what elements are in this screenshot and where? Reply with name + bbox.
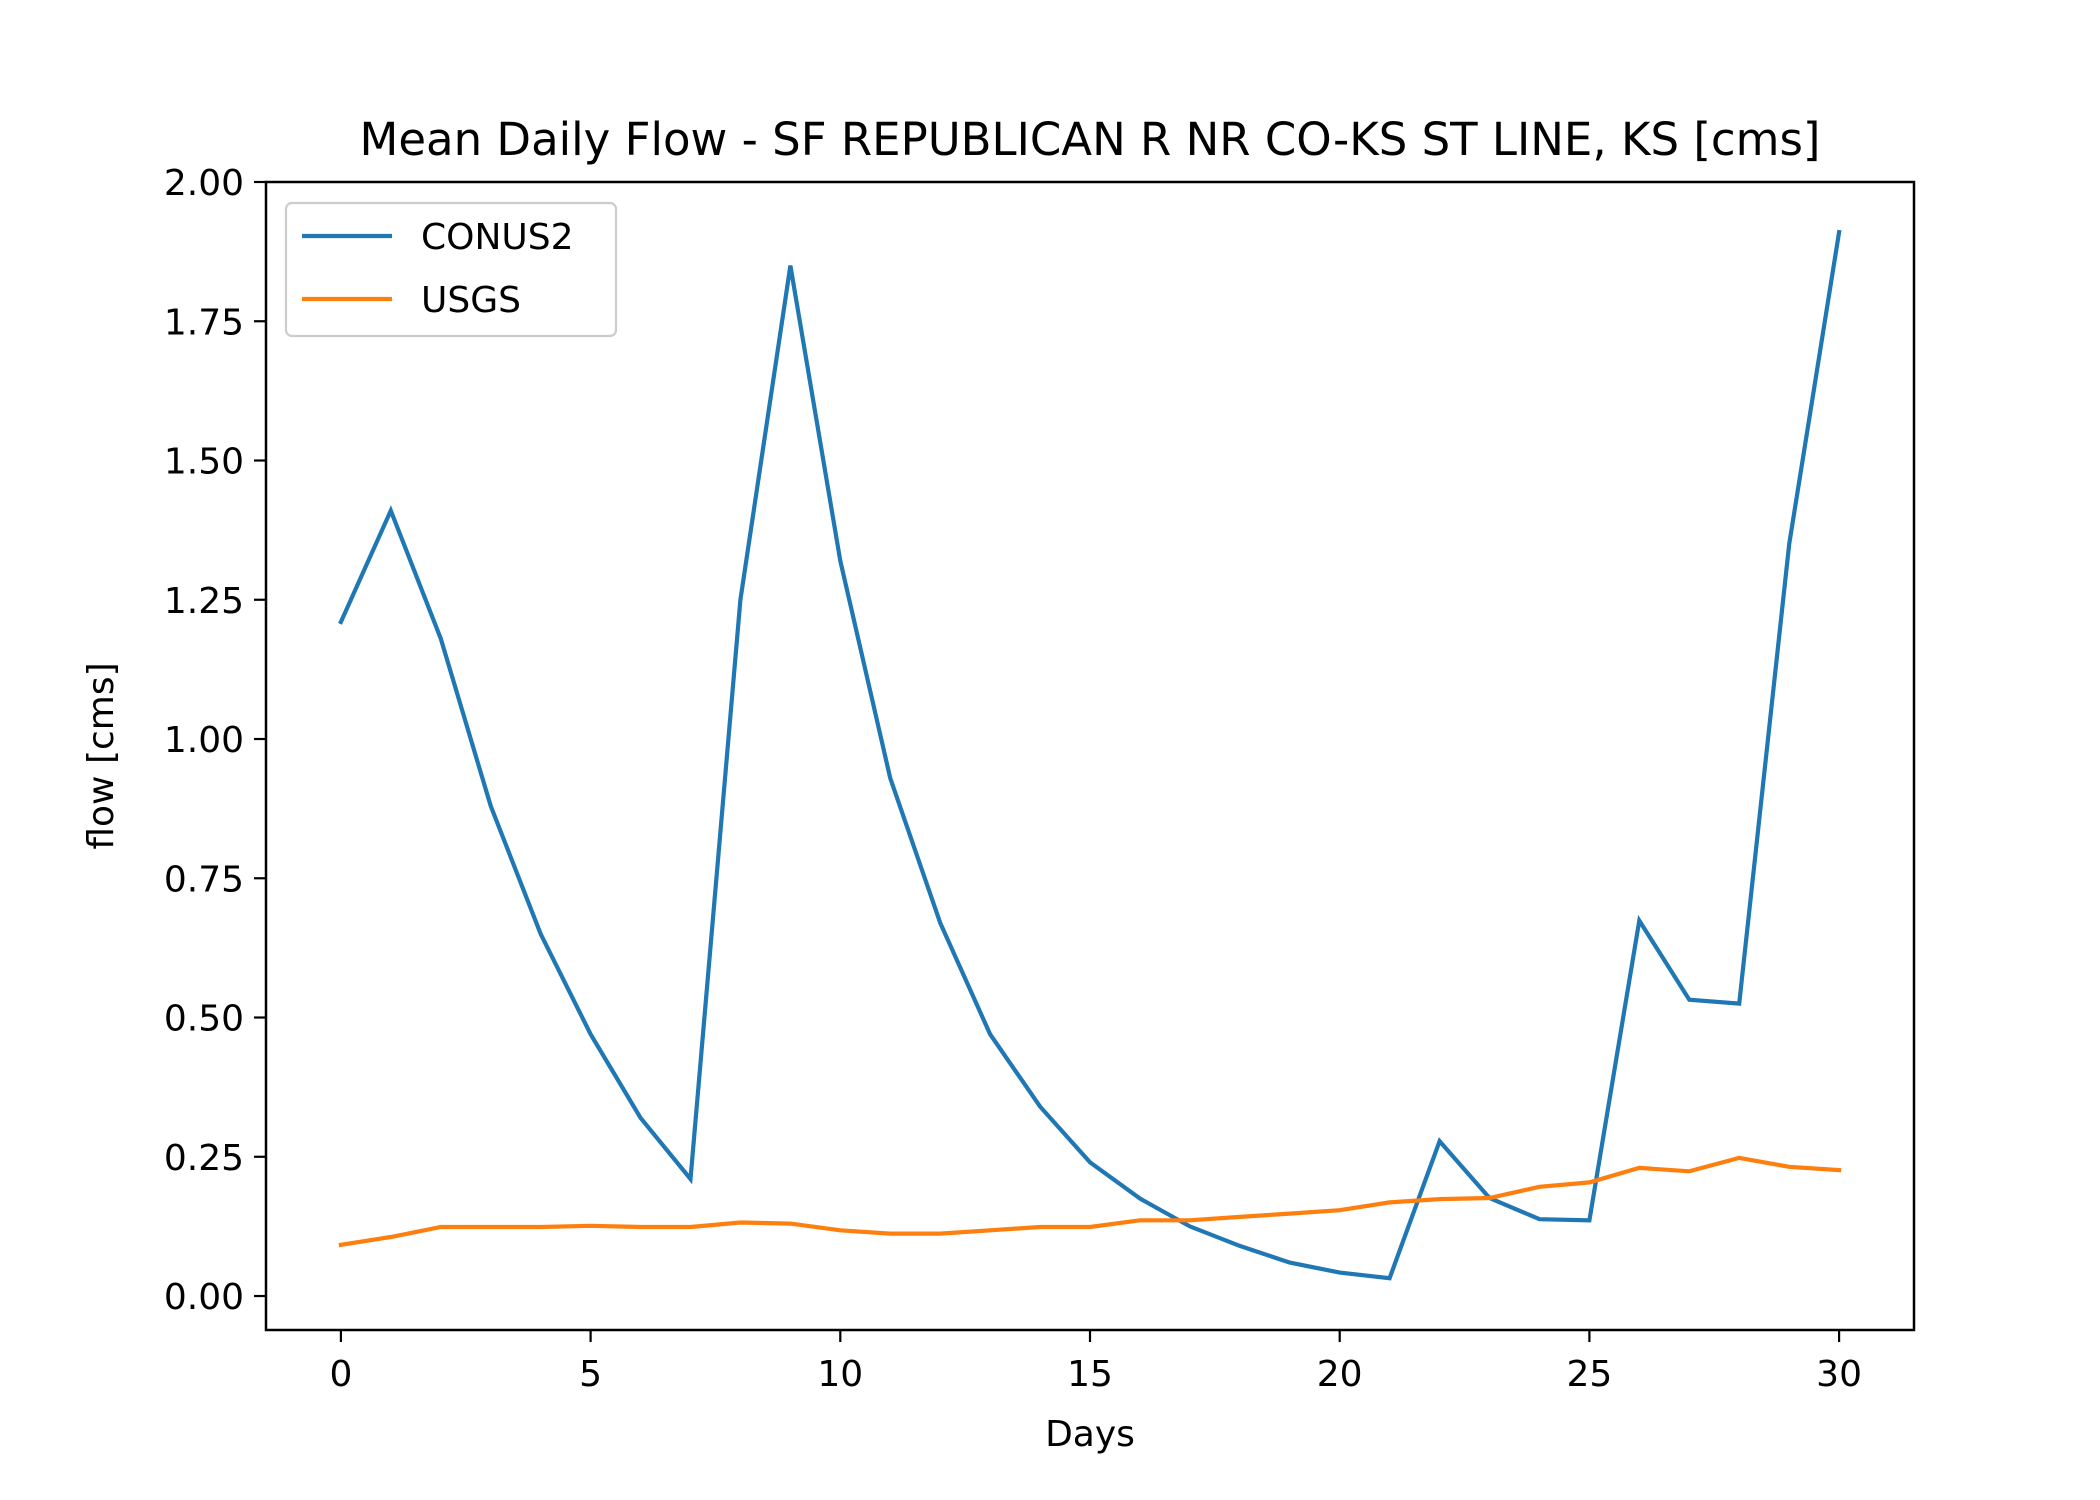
x-tick-label: 10 (817, 1354, 863, 1395)
x-axis-ticks: 0 5 10 15 20 25 30 (329, 1330, 1862, 1395)
legend: CONUS2 USGS (284, 201, 618, 338)
y-tick-label: 1.75 (164, 302, 244, 343)
y-axis-ticks: 0.00 0.25 0.50 0.75 1.00 1.25 1.50 1.75 2.00 (164, 163, 266, 1318)
y-tick-label: 0.25 (164, 1138, 244, 1179)
x-tick-label: 25 (1566, 1354, 1612, 1395)
series-line-usgs (338, 1155, 1842, 1248)
x-axis-label: Days (1045, 1414, 1135, 1455)
legend-label: USGS (421, 280, 521, 321)
plot-area (338, 229, 1842, 1281)
y-tick-label: 1.50 (164, 442, 244, 483)
x-tick-label: 15 (1067, 1354, 1113, 1395)
y-tick-label: 0.00 (164, 1277, 244, 1318)
y-tick-label: 0.75 (164, 859, 244, 900)
y-tick-label: 0.50 (164, 999, 244, 1040)
chart-title: Mean Daily Flow - SF REPUBLICAN R NR CO-… (360, 113, 1821, 166)
x-tick-label: 5 (579, 1354, 602, 1395)
y-tick-label: 1.00 (164, 720, 244, 761)
y-axis-label: flow [cms] (81, 662, 122, 849)
y-tick-label: 2.00 (164, 163, 244, 204)
legend-label: CONUS2 (421, 217, 574, 258)
x-tick-label: 0 (329, 1354, 352, 1395)
x-tick-label: 20 (1317, 1354, 1363, 1395)
x-tick-label: 30 (1816, 1354, 1862, 1395)
series-line-conus2 (338, 229, 1842, 1281)
y-tick-label: 1.25 (164, 581, 244, 622)
